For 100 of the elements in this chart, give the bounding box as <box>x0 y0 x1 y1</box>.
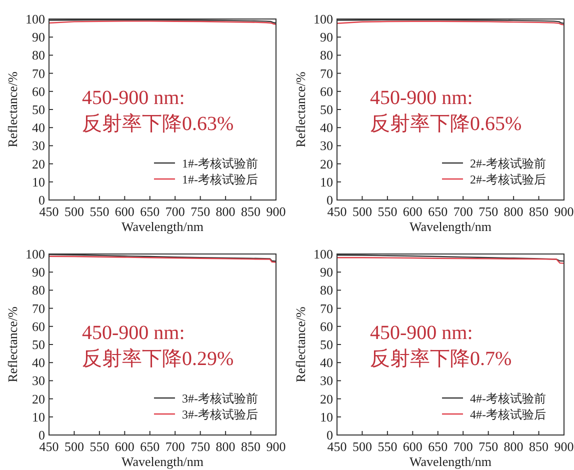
y-tick-label: 70 <box>32 66 45 81</box>
y-tick-label: 60 <box>320 84 333 99</box>
y-tick-label: 60 <box>32 318 45 334</box>
y-tick-label: 30 <box>32 373 45 388</box>
y-tick-label: 20 <box>32 156 45 172</box>
y-tick-label: 100 <box>314 12 333 26</box>
y-tick-label: 70 <box>320 300 333 316</box>
y-tick-label: 40 <box>32 120 45 136</box>
x-tick-label: 700 <box>453 439 473 454</box>
annotation: 450-900 nm: <box>82 87 185 109</box>
x-tick-label: 800 <box>216 439 236 454</box>
annotation: 反射率下降0.7% <box>370 348 512 370</box>
x-axis-title: Wavelength/nm <box>122 454 204 469</box>
y-tick-label: 60 <box>32 84 45 99</box>
x-tick-label: 850 <box>241 439 261 454</box>
x-tick-label: 750 <box>190 439 210 454</box>
x-tick-label: 550 <box>378 439 398 454</box>
y-tick-label: 40 <box>320 355 333 370</box>
x-tick-label: 500 <box>352 439 372 454</box>
x-tick-label: 550 <box>378 204 398 219</box>
x-tick-label: 550 <box>90 439 110 454</box>
y-tick-label: 90 <box>320 30 333 45</box>
y-tick-label: 40 <box>320 120 333 136</box>
y-tick-label: 20 <box>320 391 333 406</box>
legend-label: 4#-考核试验后 <box>470 408 546 422</box>
x-tick-label: 600 <box>402 204 422 219</box>
x-tick-label: 900 <box>266 439 286 454</box>
x-tick-label: 800 <box>504 439 524 454</box>
x-tick-label: 900 <box>554 204 574 219</box>
y-tick-label: 10 <box>320 174 333 190</box>
legend-label: 4#-考核试验前 <box>470 392 546 406</box>
x-axis-title: Wavelength/nm <box>410 454 492 469</box>
x-tick-label: 850 <box>529 439 549 454</box>
y-tick-label: 100 <box>26 246 45 262</box>
y-tick-label: 30 <box>32 138 45 154</box>
y-tick-label: 80 <box>32 48 45 63</box>
legend-label: 3#-考核试验后 <box>182 408 258 422</box>
y-axis-title: Reflectance/% <box>293 306 308 382</box>
y-tick-label: 40 <box>32 355 45 370</box>
annotation: 反射率下降0.63% <box>82 113 234 135</box>
annotation: 反射率下降0.29% <box>82 348 234 370</box>
y-tick-label: 50 <box>320 102 333 117</box>
x-tick-label: 500 <box>352 204 372 219</box>
x-tick-label: 600 <box>114 204 134 219</box>
y-tick-label: 30 <box>320 138 333 154</box>
annotation: 450-900 nm: <box>370 322 473 344</box>
x-axis-title: Wavelength/nm <box>410 219 492 234</box>
x-tick-label: 650 <box>140 439 160 454</box>
x-tick-label: 650 <box>140 204 160 219</box>
x-tick-label: 650 <box>428 439 448 454</box>
y-tick-label: 70 <box>320 66 333 81</box>
y-axis-title: Reflectance/% <box>5 306 20 382</box>
y-tick-label: 10 <box>320 409 333 424</box>
annotation: 450-900 nm: <box>370 87 473 109</box>
y-tick-label: 80 <box>320 48 333 63</box>
x-tick-label: 500 <box>64 204 84 219</box>
y-tick-label: 90 <box>320 264 333 280</box>
x-tick-label: 800 <box>504 204 524 219</box>
y-tick-label: 20 <box>32 391 45 406</box>
y-axis-title: Reflectance/% <box>5 71 20 148</box>
y-tick-label: 90 <box>32 264 45 280</box>
x-tick-label: 850 <box>241 204 261 219</box>
x-tick-label: 750 <box>190 204 210 219</box>
y-tick-label: 90 <box>32 30 45 45</box>
legend-label: 2#-考核试验后 <box>470 172 546 186</box>
y-tick-label: 10 <box>32 409 45 424</box>
x-tick-label: 600 <box>114 439 134 454</box>
y-tick-label: 20 <box>320 156 333 172</box>
y-tick-label: 100 <box>314 246 333 262</box>
y-tick-label: 80 <box>32 282 45 298</box>
x-tick-label: 850 <box>529 204 549 219</box>
x-tick-label: 600 <box>402 439 422 454</box>
x-tick-label: 900 <box>266 204 286 219</box>
y-tick-label: 70 <box>32 300 45 316</box>
y-tick-label: 50 <box>32 337 45 352</box>
x-tick-label: 900 <box>554 439 574 454</box>
y-axis-title: Reflectance/% <box>293 71 308 148</box>
annotation: 450-900 nm: <box>82 322 185 344</box>
y-tick-label: 60 <box>320 318 333 334</box>
x-tick-label: 650 <box>428 204 448 219</box>
legend-label: 1#-考核试验前 <box>182 156 258 170</box>
x-tick-label: 700 <box>165 204 185 219</box>
y-tick-label: 10 <box>32 174 45 190</box>
x-tick-label: 750 <box>478 439 498 454</box>
x-tick-label: 750 <box>478 204 498 219</box>
y-tick-label: 30 <box>320 373 333 388</box>
legend-label: 1#-考核试验后 <box>182 172 258 186</box>
y-tick-label: 80 <box>320 282 333 298</box>
x-tick-label: 700 <box>453 204 473 219</box>
legend-label: 2#-考核试验前 <box>470 156 546 170</box>
x-tick-label: 550 <box>90 204 110 219</box>
x-tick-label: 800 <box>216 204 236 219</box>
annotation: 反射率下降0.65% <box>370 113 522 135</box>
x-tick-label: 700 <box>165 439 185 454</box>
x-tick-label: 500 <box>64 439 84 454</box>
y-tick-label: 50 <box>32 102 45 117</box>
x-axis-title: Wavelength/nm <box>122 219 204 234</box>
y-tick-label: 50 <box>320 337 333 352</box>
y-tick-label: 100 <box>26 12 45 26</box>
legend-label: 3#-考核试验前 <box>182 392 258 406</box>
